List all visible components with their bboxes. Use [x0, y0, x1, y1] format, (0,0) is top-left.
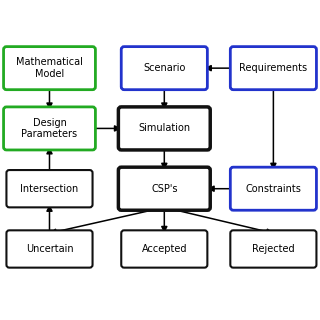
FancyBboxPatch shape: [118, 107, 210, 150]
Text: Rejected: Rejected: [252, 244, 295, 254]
Text: Uncertain: Uncertain: [26, 244, 73, 254]
Text: Scenario: Scenario: [143, 63, 186, 73]
FancyBboxPatch shape: [230, 230, 316, 268]
FancyBboxPatch shape: [230, 167, 316, 210]
Text: Simulation: Simulation: [138, 124, 190, 133]
Text: Requirements: Requirements: [239, 63, 308, 73]
Text: CSP's: CSP's: [151, 184, 178, 194]
FancyBboxPatch shape: [4, 47, 95, 90]
FancyBboxPatch shape: [121, 230, 207, 268]
FancyBboxPatch shape: [230, 47, 316, 90]
Text: Design
Parameters: Design Parameters: [21, 118, 77, 139]
FancyBboxPatch shape: [6, 230, 92, 268]
Text: Accepted: Accepted: [141, 244, 187, 254]
FancyBboxPatch shape: [6, 170, 92, 207]
FancyBboxPatch shape: [118, 167, 210, 210]
Text: Intersection: Intersection: [20, 184, 79, 194]
Text: Mathematical
Model: Mathematical Model: [16, 57, 83, 79]
FancyBboxPatch shape: [4, 107, 95, 150]
Text: Constraints: Constraints: [245, 184, 301, 194]
FancyBboxPatch shape: [121, 47, 207, 90]
